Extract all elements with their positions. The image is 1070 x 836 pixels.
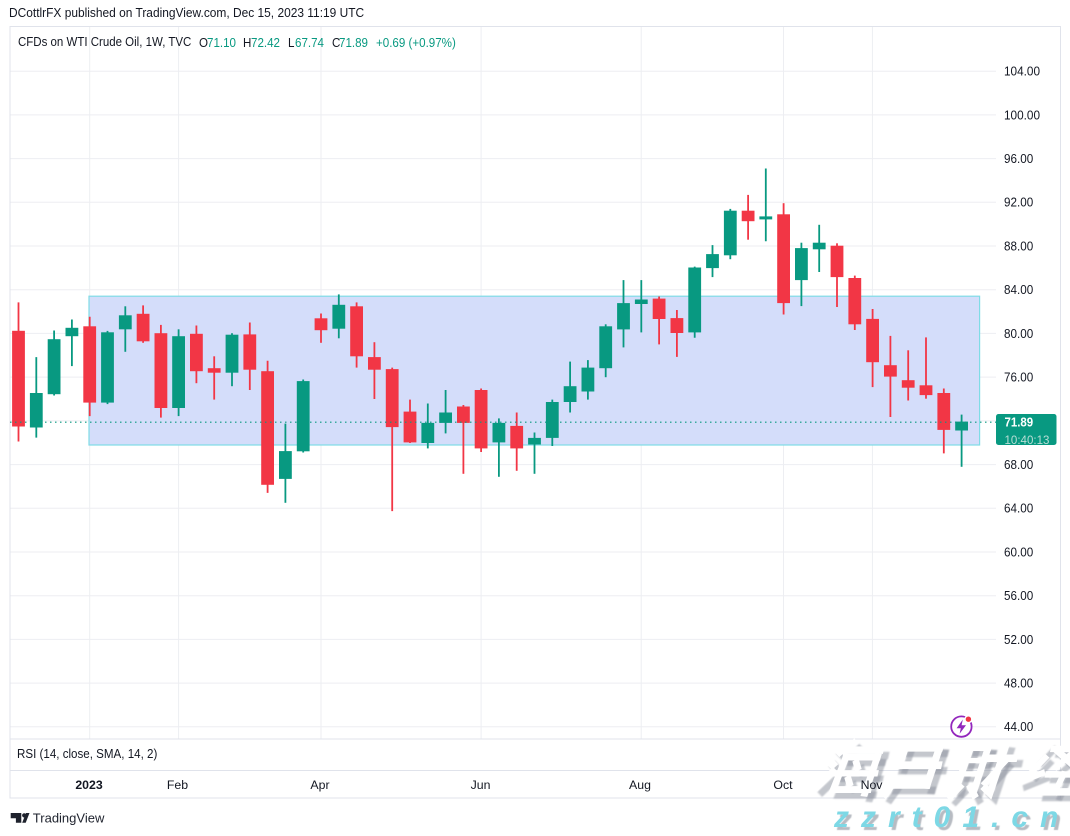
svg-text:56.00: 56.00 (1004, 588, 1033, 603)
svg-text:64.00: 64.00 (1004, 501, 1033, 516)
svg-text:92.00: 92.00 (1004, 195, 1033, 210)
svg-text:84.00: 84.00 (1004, 282, 1033, 297)
svg-text:104.00: 104.00 (1004, 64, 1040, 79)
svg-text:80.00: 80.00 (1004, 326, 1033, 341)
svg-text:Nov: Nov (861, 778, 884, 792)
svg-text:88.00: 88.00 (1004, 238, 1033, 253)
svg-text:71.89: 71.89 (1005, 414, 1034, 429)
svg-text:Apr: Apr (310, 778, 329, 792)
svg-text:Aug: Aug (629, 778, 651, 792)
svg-text:60.00: 60.00 (1004, 544, 1033, 559)
svg-text:44.00: 44.00 (1004, 719, 1033, 734)
svg-text:68.00: 68.00 (1004, 457, 1033, 472)
svg-text:2023: 2023 (75, 778, 103, 792)
svg-text:48.00: 48.00 (1004, 676, 1033, 691)
svg-text:52.00: 52.00 (1004, 632, 1033, 647)
svg-text:100.00: 100.00 (1004, 107, 1040, 122)
svg-text:96.00: 96.00 (1004, 151, 1033, 166)
svg-text:76.00: 76.00 (1004, 370, 1033, 385)
svg-text:Feb: Feb (167, 778, 188, 792)
svg-text:TradingView: TradingView (33, 811, 105, 826)
svg-text:Oct: Oct (773, 778, 793, 792)
svg-text:10:40:13: 10:40:13 (1005, 433, 1050, 447)
svg-text:Jun: Jun (471, 778, 491, 792)
